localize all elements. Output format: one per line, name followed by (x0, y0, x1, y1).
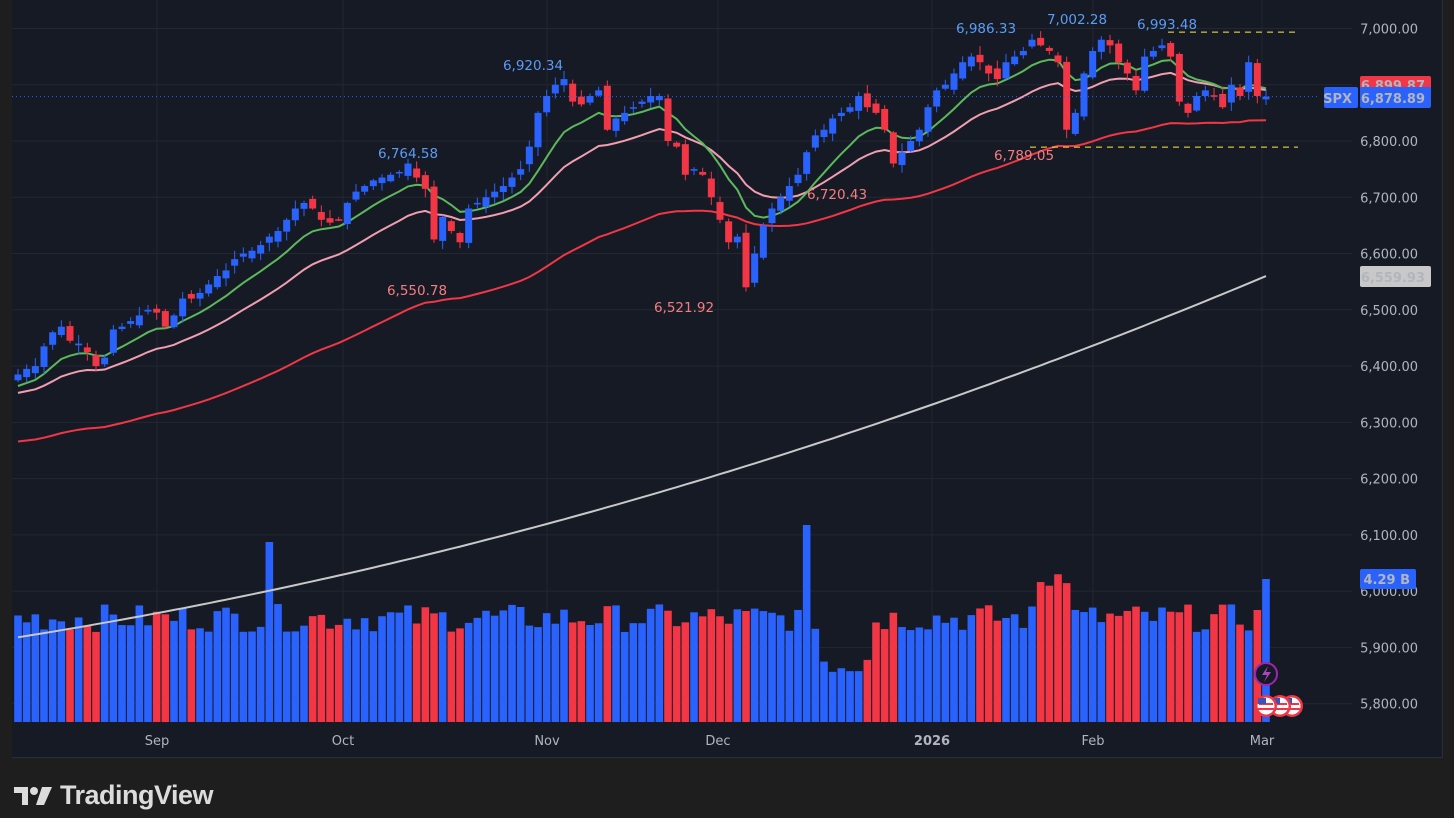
price-axis-label: 6,100.00 (1360, 529, 1418, 544)
price-axis-label: 6,700.00 (1360, 191, 1418, 206)
annotation-low: 6,550.78 (387, 283, 447, 299)
time-axis-label: Sep (145, 734, 170, 749)
time-axis-label: Dec (705, 734, 730, 749)
price-chart[interactable]: 6,764.58 6,920.34 6,986.33 7,002.28 6,993.48… (12, 0, 1442, 757)
time-axis-label: Nov (534, 734, 560, 749)
annotation-low: 6,789.05 (994, 148, 1054, 164)
svg-text:6,559.93: 6,559.93 (1361, 271, 1425, 286)
price-axis-label: 6,500.00 (1360, 304, 1418, 319)
svg-text:4.29 B: 4.29 B (1363, 573, 1410, 588)
annotation-high: 6,920.34 (503, 58, 563, 74)
price-axis-label: 6,300.00 (1360, 416, 1418, 431)
time-axis-label: 2026 (914, 734, 950, 749)
us-flag-event-icon[interactable] (1255, 695, 1277, 717)
time-axis[interactable]: Sep Oct Nov Dec 2026 Feb Mar (145, 734, 1275, 749)
svg-text:SPX: SPX (1323, 92, 1352, 107)
price-axis-label: 6,200.00 (1360, 473, 1418, 488)
price-axis-label: 6,600.00 (1360, 248, 1418, 263)
price-axis-label: 5,900.00 (1360, 641, 1418, 656)
last-price-badge: 6,878.89 (1360, 87, 1431, 108)
annotation-low: 6,521.92 (654, 300, 714, 316)
time-axis-label: Feb (1081, 734, 1104, 749)
annotation-low: 6,720.43 (807, 187, 867, 203)
annotation-high: 7,002.28 (1047, 12, 1107, 28)
symbol-badge: SPX (1323, 87, 1358, 108)
candlesticks (14, 31, 1270, 383)
time-axis-label: Mar (1250, 734, 1275, 749)
svg-text:6,878.89: 6,878.89 (1361, 92, 1425, 107)
volume-bars (14, 525, 1270, 722)
sma-long-line (17, 275, 1267, 639)
lightning-event-icon[interactable] (1254, 662, 1278, 686)
sma-price-badge: 6,559.93 (1360, 266, 1431, 287)
volume-badge: 4.29 B (1360, 569, 1416, 589)
event-markers[interactable] (1254, 662, 1303, 717)
grid-lines (12, 0, 1352, 722)
price-axis-label: 6,400.00 (1360, 360, 1418, 375)
annotation-high: 6,993.48 (1137, 17, 1197, 33)
price-axis-label: 6,800.00 (1360, 135, 1418, 150)
price-axis-label: 7,000.00 (1360, 22, 1418, 37)
price-axis[interactable]: 7,000.006,900.006,800.006,700.006,600.00… (1360, 22, 1418, 712)
price-annotations: 6,764.58 6,920.34 6,986.33 7,002.28 6,993.48… (378, 12, 1197, 316)
price-axis-label: 5,800.00 (1360, 698, 1418, 713)
brand-name: TradingView (60, 780, 214, 810)
overlay-lines (12, 31, 1320, 148)
tradingview-logo-icon (14, 786, 52, 805)
tradingview-logo[interactable]: TradingView (14, 780, 214, 811)
annotation-high: 6,764.58 (378, 146, 438, 162)
annotation-high: 6,986.33 (956, 21, 1016, 37)
time-axis-label: Oct (332, 734, 354, 749)
chart-frame[interactable]: 6,764.58 6,920.34 6,986.33 7,002.28 6,993.48… (12, 0, 1443, 758)
